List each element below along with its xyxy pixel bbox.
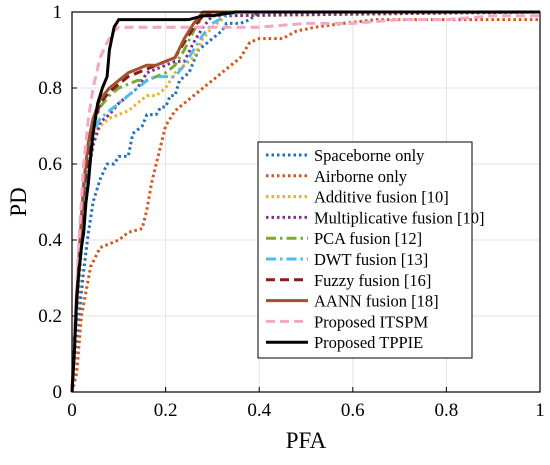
y-tick-label: 0.6 [38, 154, 62, 175]
series-line-2 [70, 18, 540, 393]
legend-label: Proposed ITSPM [314, 312, 428, 331]
x-tick-label: 0.6 [341, 400, 365, 421]
legend-label: Airborne only [314, 167, 408, 186]
y-tick-label: 0.8 [38, 78, 62, 99]
x-tick-label: 0.4 [247, 400, 271, 421]
y-axis-label: PD [6, 187, 31, 216]
legend-box [257, 141, 473, 359]
plot-frame [71, 11, 541, 393]
y-tick-label: 0.4 [38, 230, 62, 251]
axis-ticks: 0 0.2 0.4 0.6 0.8 1 0 0.2 0.4 0.6 0.8 1 [38, 2, 545, 421]
legend-label: Fuzzy fusion [16] [314, 271, 431, 290]
series-line-5 [70, 10, 540, 393]
y-tick-label: 0.2 [38, 306, 62, 327]
x-tick-label: 1 [535, 400, 545, 421]
x-tick-label: 0 [67, 400, 77, 421]
legend-label: Multiplicative fusion [10] [314, 208, 484, 227]
x-tick-label: 0.2 [154, 400, 178, 421]
legend-label: PCA fusion [12] [314, 229, 422, 248]
series-line-8 [70, 10, 540, 393]
x-axis-label: PFA [286, 428, 327, 453]
legend-label: DWT fusion [13] [314, 250, 428, 269]
series-line-10 [70, 10, 540, 393]
legend-label: Spaceborne only [314, 146, 425, 165]
y-tick-label: 1 [53, 2, 63, 23]
legend-label: AANN fusion [18] [314, 292, 439, 311]
x-tick-label: 0.8 [435, 400, 459, 421]
legend: Spaceborne only Airborne only Additive fus… [257, 141, 484, 359]
legend-label: Proposed TPPIE [314, 333, 423, 352]
y-tick-label: 0 [53, 382, 63, 403]
series-line-4 [70, 10, 541, 393]
legend-label: Additive fusion [10] [314, 188, 449, 207]
series-lines [70, 10, 541, 393]
series-line-9 [70, 14, 540, 393]
